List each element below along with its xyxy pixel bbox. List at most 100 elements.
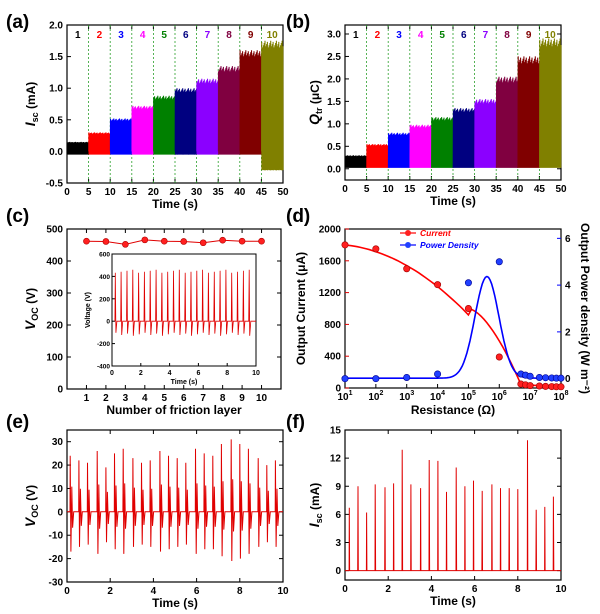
y2-tick-label: 4 [565,281,571,292]
x-tick-label: 9 [239,393,245,404]
x-axis-label: Time (s) [430,194,476,208]
segment-label: 4 [418,30,424,41]
y-tick-label: 0 [57,507,63,518]
y-axis-label: Isc (mA) [22,82,40,127]
segment-label: 8 [226,30,232,41]
segment-label: 3 [118,30,124,41]
segment-label: 7 [483,30,489,41]
panel-d: (d) 101 102 103 104 105 106 107 108 0 400 800 1200 16… [286,206,592,417]
segment-trace-3 [387,132,411,168]
segment-label: 10 [267,30,279,41]
y-tick-label: 300 [46,289,63,300]
segment-label: 2 [375,30,381,41]
y-tick-label: 1.5 [327,97,341,108]
panel-label: (c) [6,206,29,227]
x-tick-label: 8 [515,584,521,595]
power-point [372,375,380,383]
y-tick-label: 0.5 [327,142,341,153]
current-point [526,382,534,390]
inset-x-tick-label: 4 [168,370,172,377]
segment-trace-7 [474,99,497,168]
segment-label: 1 [353,30,359,41]
panel-label: (a) [6,12,29,33]
x-tick-label: 0 [64,187,70,198]
inset-x-label: Time (s) [171,379,198,386]
segment-label: 5 [161,30,167,41]
y-axis-label: Isc (mA) [306,483,324,528]
segment-trace-5 [153,95,176,155]
y-tick-label: 400 [324,352,341,363]
segment-trace-2 [88,132,111,155]
voc-point [160,237,168,245]
x-tick-label: 102 [368,390,383,403]
x-tick-label: 104 [430,390,445,403]
x-tick-label: 1 [84,393,90,404]
x-tick-label: 2 [103,393,109,404]
x-tick-label: 3 [123,393,129,404]
x-tick-label: 20 [426,184,438,195]
y-tick-label: 6 [335,510,341,521]
segment-trace-8 [217,66,241,155]
x-tick-label: 6 [181,393,187,404]
segment-trace-2 [366,144,389,168]
inset-x-tick-label: 6 [196,370,200,377]
x-tick-label: 50 [555,184,567,195]
x-tick-label: 0 [342,184,348,195]
voc-point [219,236,226,244]
y-tick-label: 1.5 [49,52,63,63]
y-tick-label: 3 [335,538,341,549]
x-axis-label: Resistance (Ω) [411,403,495,417]
voc-point [258,237,265,245]
power-point [434,370,442,378]
segment-label: 2 [97,30,103,41]
power-fit-line [345,275,561,379]
x-tick-label: 5 [161,393,167,404]
segment-trace-10 [539,38,562,168]
panel-label: (f) [286,412,305,433]
x-tick-label: 45 [256,187,268,198]
plot-frame [344,429,562,581]
current-point [372,245,380,253]
x-tick-label: 45 [534,184,546,195]
y-tick-label: 0.0 [49,147,63,158]
y-tick-label: 1600 [319,256,342,267]
voc-point [83,237,90,245]
panel-e: (e) 0 2 4 6 8 10 -30 -20 -10 0 10 20 30 Time (s) VOC (V… [6,412,289,610]
x-tick-label: 101 [337,390,352,403]
y-tick-label: -0.5 [46,179,64,190]
x-tick-label: 25 [447,184,459,195]
panel-b: (b)0 5 10 15 20 25 30 35 40 45 500.00.51.01.52.02.… [286,12,567,208]
y-axis-label: Qtr (μC) [306,80,324,125]
x-tick-label: 20 [148,187,160,198]
inset-y-tick-label: 400 [99,274,110,281]
x-tick-label: 30 [469,184,481,195]
x-tick-label: 35 [213,187,225,198]
x-tick-label: 15 [404,184,416,195]
current-fit-line [344,244,562,388]
signal-trace [67,439,283,562]
segment-trace-6 [174,88,198,155]
y-tick-label: 1200 [319,288,342,299]
x-axis-label: Time (s) [152,596,198,610]
x-tick-label: 6 [472,584,478,595]
inset-y-tick-label: 600 [99,252,110,259]
segment-trace-8 [495,76,519,168]
y-tick-label: 1.0 [49,84,63,95]
x-tick-label: 2 [385,584,391,595]
x-tick-label: 10 [383,184,395,195]
segment-trace-1 [66,141,90,155]
segment-label: 9 [526,30,532,41]
y-tick-label: 500 [46,225,63,236]
inset-x-tick-label: 10 [252,370,260,377]
segment-label: 10 [545,30,557,41]
segment-label: 8 [504,30,510,41]
legend-marker-current [405,230,411,236]
power-point [495,258,503,266]
panel-a: (a)0 5 10 15 20 25 30 35 40 45 50-0.50.00.51.01.52… [6,12,289,211]
current-point [341,241,349,249]
current-point [557,383,565,391]
segment-label: 1 [75,30,81,41]
x-tick-label: 107 [523,390,538,403]
panel-label: (e) [6,412,29,433]
